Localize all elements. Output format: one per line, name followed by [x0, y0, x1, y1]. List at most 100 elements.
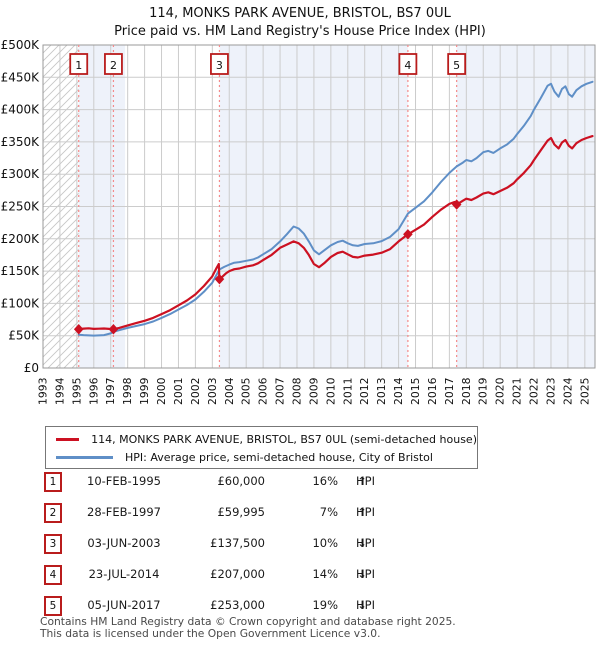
hpi-diff-percent: 19% [312, 598, 338, 612]
price-chart: 1 2 3 4 5 £0 £50K £100K £150K £200K £250K £300K £350… [1, 38, 596, 405]
sale-number-badge: 4 [44, 565, 62, 585]
x-axis-tick-label: 2018 [460, 377, 473, 405]
x-axis-tick-label: 2020 [494, 377, 507, 405]
y-axis-tick-label: £450K [1, 70, 41, 84]
sale-table-row: 4 23-JUL-2014 £207,000 14% ↓ HPI [40, 565, 440, 585]
x-axis-tick-label: 2007 [274, 378, 287, 405]
y-axis-tick-label: £500K [1, 38, 41, 52]
sale-annotation-box [69, 53, 89, 75]
sale-date: 28-FEB-1997 [87, 505, 161, 519]
sale-annotation-number: 1 [75, 59, 82, 72]
sale-price: £253,000 [210, 598, 265, 612]
y-axis-tick-label: £0 [24, 361, 39, 375]
sale-annotation-number: 2 [110, 59, 117, 72]
y-axis-tick-label: £200K [1, 232, 41, 246]
hpi-label: HPI [356, 536, 375, 550]
x-axis-tick-label: 1996 [87, 377, 100, 405]
legend-row-property: 114, MONKS PARK AVENUE, BRISTOL, BS7 0UL… [46, 430, 477, 448]
legend-row-hpi: HPI: Average price, semi-detached house,… [46, 448, 477, 466]
property-line-swatch [56, 437, 80, 441]
y-axis-tick-label: £300K [1, 167, 41, 181]
y-axis-tick-label: £400K [1, 103, 41, 117]
hpi-direction-arrow: ↓ [357, 598, 367, 612]
page-title: 114, MONKS PARK AVENUE, BRISTOL, BS7 0UL [149, 6, 451, 21]
x-axis-tick-label: 2023 [544, 378, 557, 405]
hpi-label: HPI [356, 598, 375, 612]
x-axis-tick-label: 2002 [189, 378, 202, 405]
x-axis-tick-label: 1998 [121, 377, 134, 405]
x-axis-tick-label: 2022 [528, 378, 541, 405]
hpi-line-swatch [56, 455, 113, 459]
y-axis-tick-label: £50K [8, 329, 40, 343]
hpi-direction-arrow: ↑ [357, 505, 367, 519]
plot-border [42, 44, 596, 369]
sale-annotation-box [398, 53, 418, 75]
sale-number-badge: 5 [44, 596, 62, 616]
y-axis-tick-label: £100K [1, 296, 41, 310]
sale-date: 23-JUL-2014 [88, 567, 160, 581]
x-axis-tick-label: 2003 [206, 378, 219, 405]
hpi-direction-arrow: ↓ [357, 536, 367, 550]
x-axis-tick-label: 2025 [578, 378, 591, 405]
x-axis-tick-label: 2006 [257, 377, 270, 405]
hpi-diff-percent: 16% [312, 474, 338, 488]
hpi-label: HPI [356, 474, 375, 488]
sale-annotation-number: 3 [216, 59, 223, 72]
sale-price: £137,500 [210, 536, 265, 550]
sale-price: £59,995 [217, 505, 265, 519]
y-axis-tick-label: £150K [1, 264, 41, 278]
license-footer: Contains HM Land Registry data © Crown c… [40, 616, 456, 639]
sale-table-row: 5 05-JUN-2017 £253,000 19% ↓ HPI [40, 596, 440, 616]
x-axis-tick-label: 1993 [37, 378, 50, 405]
x-axis-tick-label: 2005 [240, 378, 253, 405]
x-axis-tick-label: 2004 [223, 377, 236, 405]
x-axis-tick-label: 2012 [358, 378, 371, 405]
sale-annotation-number: 5 [453, 59, 460, 72]
sale-annotation-box [447, 53, 467, 75]
sale-annotation-box [210, 53, 229, 75]
sale-date: 03-JUN-2003 [87, 536, 161, 550]
hpi-diff-percent: 14% [312, 567, 338, 581]
x-axis-tick-label: 1999 [138, 377, 151, 405]
hpi-line-series [77, 80, 594, 337]
sale-annotation-number: 4 [404, 59, 411, 72]
sale-table-row: 2 28-FEB-1997 £59,995 7% ↑ HPI [40, 503, 440, 523]
sale-number-badge: 1 [44, 472, 62, 492]
x-axis-tick-label: 2001 [172, 378, 185, 405]
hpi-diff-percent: 10% [312, 536, 338, 550]
x-axis-tick-label: 2021 [511, 378, 524, 405]
x-axis-tick-label: 1995 [70, 378, 83, 405]
sale-marker-diamond [108, 324, 119, 335]
sale-annotation-box [104, 53, 123, 75]
sale-table-row: 1 10-FEB-1995 £60,000 16% ↑ HPI [40, 472, 440, 492]
hpi-direction-arrow: ↓ [357, 567, 367, 581]
x-axis-tick-label: 2013 [375, 378, 388, 405]
x-axis-tick-label: 2008 [290, 377, 303, 405]
sale-date: 05-JUN-2017 [87, 598, 161, 612]
chart-legend: 114, MONKS PARK AVENUE, BRISTOL, BS7 0UL… [45, 426, 478, 469]
x-axis-tick-label: 2000 [155, 377, 168, 405]
sale-number-badge: 2 [44, 503, 62, 523]
footer-line-2: This data is licensed under the Open Gov… [40, 626, 381, 640]
y-axis-tick-label: £250K [1, 200, 41, 214]
legend-label-hpi: HPI: Average price, semi-detached house,… [125, 450, 433, 464]
x-axis-tick-label: 2011 [341, 378, 354, 405]
sale-date: 10-FEB-1995 [87, 474, 161, 488]
y-axis-tick-label: £350K [1, 135, 41, 149]
x-axis-tick-label: 2017 [443, 378, 456, 405]
x-axis-tick-label: 2014 [392, 377, 405, 405]
x-axis-tick-label: 1994 [53, 377, 66, 405]
property-price-series [77, 135, 594, 331]
hpi-direction-arrow: ↑ [357, 474, 367, 488]
hpi-label: HPI [356, 505, 375, 519]
x-axis-tick-label: 2016 [426, 377, 439, 405]
sale-marker-diamond [451, 199, 462, 210]
x-axis-tick-label: 1997 [104, 378, 117, 405]
x-axis-tick-label: 2015 [409, 378, 422, 405]
x-axis-tick-label: 2009 [307, 377, 320, 405]
legend-label-property: 114, MONKS PARK AVENUE, BRISTOL, BS7 0UL… [91, 432, 477, 446]
sale-price: £60,000 [217, 474, 265, 488]
sale-marker-diamond [214, 273, 225, 285]
sale-table-row: 3 03-JUN-2003 £137,500 10% ↓ HPI [40, 534, 440, 554]
x-axis-tick-label: 2010 [324, 377, 337, 405]
